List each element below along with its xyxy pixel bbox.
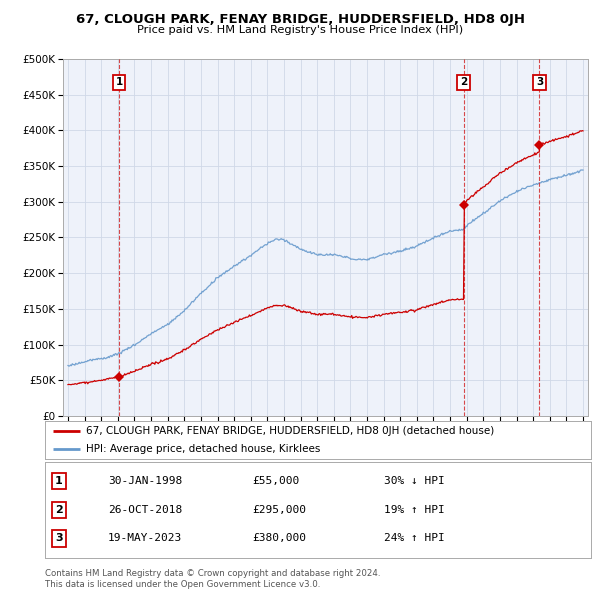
Text: Contains HM Land Registry data © Crown copyright and database right 2024.
This d: Contains HM Land Registry data © Crown c…: [45, 569, 380, 589]
Text: 30% ↓ HPI: 30% ↓ HPI: [383, 476, 444, 486]
Text: 30-JAN-1998: 30-JAN-1998: [108, 476, 182, 486]
Text: £55,000: £55,000: [253, 476, 300, 486]
Text: 1: 1: [55, 476, 62, 486]
Text: HPI: Average price, detached house, Kirklees: HPI: Average price, detached house, Kirk…: [86, 444, 320, 454]
Text: 2: 2: [460, 77, 467, 87]
Text: 24% ↑ HPI: 24% ↑ HPI: [383, 533, 444, 543]
Text: Price paid vs. HM Land Registry's House Price Index (HPI): Price paid vs. HM Land Registry's House …: [137, 25, 463, 35]
Text: 19-MAY-2023: 19-MAY-2023: [108, 533, 182, 543]
Text: 3: 3: [55, 533, 62, 543]
Text: 3: 3: [536, 77, 543, 87]
Text: £295,000: £295,000: [253, 505, 307, 514]
Text: 1: 1: [116, 77, 123, 87]
Text: 19% ↑ HPI: 19% ↑ HPI: [383, 505, 444, 514]
Text: 26-OCT-2018: 26-OCT-2018: [108, 505, 182, 514]
Text: 2: 2: [55, 505, 62, 514]
Text: 67, CLOUGH PARK, FENAY BRIDGE, HUDDERSFIELD, HD8 0JH: 67, CLOUGH PARK, FENAY BRIDGE, HUDDERSFI…: [76, 13, 524, 26]
Text: 67, CLOUGH PARK, FENAY BRIDGE, HUDDERSFIELD, HD8 0JH (detached house): 67, CLOUGH PARK, FENAY BRIDGE, HUDDERSFI…: [86, 425, 494, 435]
Text: £380,000: £380,000: [253, 533, 307, 543]
